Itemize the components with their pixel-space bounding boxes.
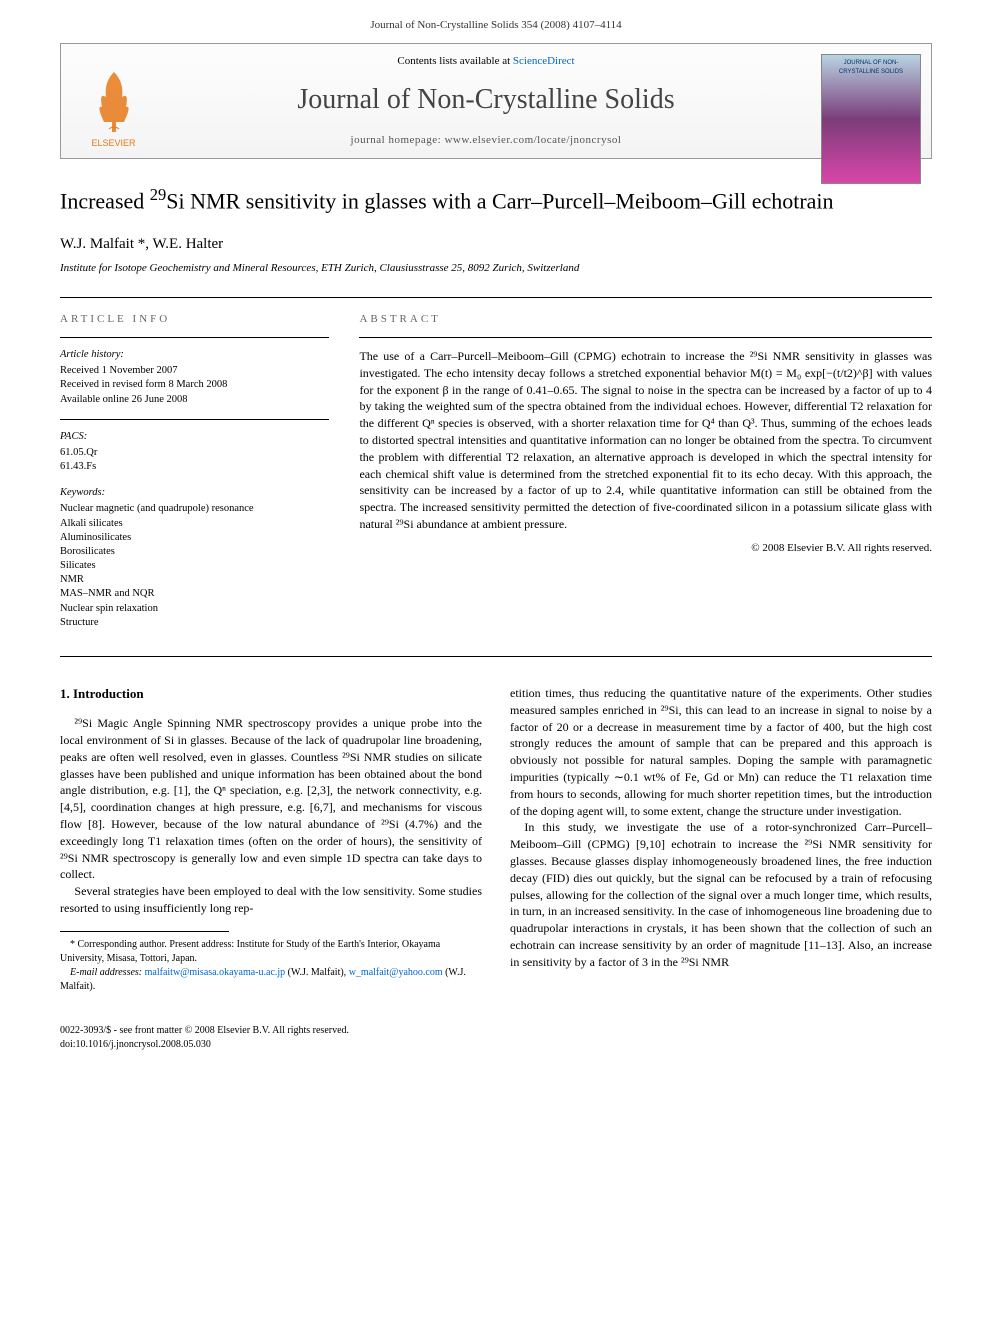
email-who: (W.J. Malfait), <box>285 967 349 978</box>
keywords-block: Keywords: Nuclear magnetic (and quadrupo… <box>60 486 329 630</box>
corresponding-author-note: * Corresponding author. Present address:… <box>60 938 482 966</box>
article-info-heading: ARTICLE INFO <box>60 312 329 327</box>
title-superscript: 29 <box>150 185 167 204</box>
title-rest: Si NMR sensitivity in glasses with a Car… <box>166 189 833 214</box>
journal-homepage: journal homepage: www.elsevier.com/locat… <box>171 133 801 148</box>
abstract-text: The use of a Carr–Purcell–Meiboom–Gill (… <box>359 348 932 533</box>
contents-line: Contents lists available at ScienceDirec… <box>171 54 801 69</box>
body-paragraph: etition times, thus reducing the quantit… <box>510 685 932 819</box>
history-line: Available online 26 June 2008 <box>60 393 329 407</box>
article-history-block: Article history: Received 1 November 200… <box>60 348 329 407</box>
publisher-name: ELSEVIER <box>91 137 135 150</box>
affiliation: Institute for Isotope Geochemistry and M… <box>60 261 932 276</box>
journal-banner: ELSEVIER JOURNAL OF NON-CRYSTALLINE SOLI… <box>60 43 932 159</box>
body-paragraph: Several strategies have been employed to… <box>60 883 482 917</box>
running-head: Journal of Non-Crystalline Solids 354 (2… <box>0 0 992 43</box>
body-paragraph: ²⁹Si Magic Angle Spinning NMR spectrosco… <box>60 715 482 883</box>
email-label: E-mail addresses: <box>70 967 145 978</box>
sciencedirect-link[interactable]: ScienceDirect <box>513 55 575 67</box>
cover-title-text: JOURNAL OF NON-CRYSTALLINE SOLIDS <box>826 59 916 76</box>
keyword: NMR <box>60 573 329 587</box>
page-footer: 0022-3093/$ - see front matter © 2008 El… <box>0 1024 992 1052</box>
keyword: Silicates <box>60 559 329 573</box>
journal-cover-thumbnail: JOURNAL OF NON-CRYSTALLINE SOLIDS <box>821 54 921 184</box>
contents-prefix: Contents lists available at <box>397 55 512 67</box>
pacs-block: PACS: 61.05.Qr 61.43.Fs <box>60 430 329 475</box>
author-email-link[interactable]: malfaitw@misasa.okayama-u.ac.jp <box>145 967 286 978</box>
keyword: MAS–NMR and NQR <box>60 587 329 601</box>
pacs-title: PACS: <box>60 430 329 444</box>
article-title: Increased 29Si NMR sensitivity in glasse… <box>60 184 932 216</box>
footer-doi: doi:10.1016/j.jnoncrysol.2008.05.030 <box>60 1038 349 1052</box>
keyword: Borosilicates <box>60 545 329 559</box>
title-prefix: Increased <box>60 189 150 214</box>
article-info-column: ARTICLE INFO Article history: Received 1… <box>60 312 329 642</box>
history-title: Article history: <box>60 348 329 362</box>
publisher-logo: ELSEVIER <box>71 54 156 149</box>
author-list: W.J. Malfait *, W.E. Halter <box>60 234 932 255</box>
footnote-separator <box>60 931 229 932</box>
abstract-column: ABSTRACT The use of a Carr–Purcell–Meibo… <box>359 312 932 642</box>
body-paragraph: In this study, we investigate the use of… <box>510 819 932 970</box>
keyword: Structure <box>60 616 329 630</box>
keyword: Nuclear magnetic (and quadrupole) resona… <box>60 502 329 516</box>
section-heading: 1. Introduction <box>60 685 482 703</box>
homepage-prefix: journal homepage: <box>351 134 445 146</box>
pacs-line: 61.05.Qr <box>60 446 329 460</box>
abstract-copyright: © 2008 Elsevier B.V. All rights reserved… <box>359 541 932 556</box>
homepage-url: www.elsevier.com/locate/jnoncrysol <box>444 134 621 146</box>
body-columns: 1. Introduction ²⁹Si Magic Angle Spinnin… <box>60 685 932 994</box>
email-addresses: E-mail addresses: malfaitw@misasa.okayam… <box>60 966 482 994</box>
pacs-line: 61.43.Fs <box>60 460 329 474</box>
keyword: Nuclear spin relaxation <box>60 602 329 616</box>
journal-title: Journal of Non-Crystalline Solids <box>171 80 801 119</box>
keyword: Alkali silicates <box>60 517 329 531</box>
keyword: Aluminosilicates <box>60 531 329 545</box>
author-email-link[interactable]: w_malfait@yahoo.com <box>349 967 443 978</box>
history-line: Received in revised form 8 March 2008 <box>60 378 329 392</box>
elsevier-tree-icon <box>84 67 144 137</box>
history-line: Received 1 November 2007 <box>60 364 329 378</box>
footer-copyright: 0022-3093/$ - see front matter © 2008 El… <box>60 1024 349 1038</box>
keywords-title: Keywords: <box>60 486 329 500</box>
abstract-heading: ABSTRACT <box>359 312 932 327</box>
footnotes: * Corresponding author. Present address:… <box>60 938 482 994</box>
